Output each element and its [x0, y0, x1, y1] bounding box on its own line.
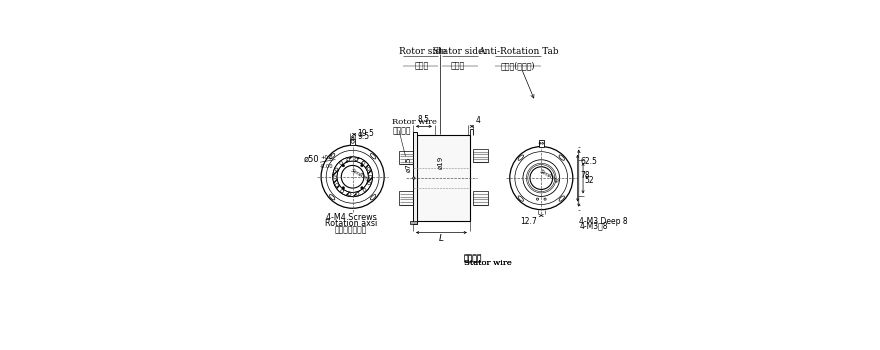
Text: -0.00: -0.00	[320, 164, 334, 169]
Text: Stator side: Stator side	[433, 47, 483, 56]
Text: 转子螺钉固定孔: 转子螺钉固定孔	[335, 225, 368, 234]
Bar	[350, 139, 356, 145]
Text: 止转片(可调节): 止转片(可调节)	[501, 61, 536, 70]
Circle shape	[340, 162, 342, 164]
Ellipse shape	[518, 196, 524, 201]
Text: +0.2: +0.2	[320, 155, 333, 160]
Bar	[410, 221, 417, 224]
Text: 62.5: 62.5	[581, 158, 598, 167]
Text: 转子出线: 转子出线	[392, 126, 411, 135]
Circle shape	[342, 164, 344, 167]
Circle shape	[361, 164, 363, 167]
Ellipse shape	[559, 196, 564, 201]
Text: Rotor side: Rotor side	[399, 47, 446, 56]
Circle shape	[362, 161, 365, 164]
Text: ø7.5: ø7.5	[405, 157, 411, 172]
Text: 8.5: 8.5	[418, 115, 430, 124]
Circle shape	[335, 184, 339, 187]
Text: Stator wire: Stator wire	[464, 259, 511, 267]
Circle shape	[355, 158, 358, 161]
Circle shape	[361, 187, 363, 189]
Circle shape	[347, 158, 350, 161]
Circle shape	[334, 176, 336, 179]
Ellipse shape	[329, 154, 334, 159]
Bar	[417, 135, 470, 221]
Circle shape	[369, 175, 372, 178]
Text: ø50: ø50	[304, 155, 319, 164]
Bar	[400, 151, 414, 164]
Bar	[473, 149, 488, 162]
Text: 78: 78	[581, 171, 590, 180]
Bar	[400, 191, 414, 205]
Bar	[539, 140, 544, 147]
Ellipse shape	[370, 195, 376, 200]
Ellipse shape	[518, 155, 524, 160]
Text: Rotor wire: Rotor wire	[392, 118, 437, 126]
Circle shape	[341, 190, 344, 193]
Text: 定子出线: 定子出线	[464, 254, 482, 263]
Text: 19.5: 19.5	[357, 129, 374, 138]
Circle shape	[356, 193, 359, 195]
Ellipse shape	[559, 155, 564, 160]
Ellipse shape	[370, 154, 376, 159]
Text: ø19: ø19	[438, 155, 444, 169]
Circle shape	[413, 177, 414, 179]
Text: SenRing: SenRing	[350, 168, 371, 183]
Circle shape	[368, 182, 370, 185]
Text: 4-M3 Deep 8: 4-M3 Deep 8	[579, 217, 628, 226]
Wedge shape	[333, 157, 372, 197]
Text: 9.5: 9.5	[357, 132, 370, 141]
Text: 4: 4	[476, 116, 480, 125]
Circle shape	[348, 193, 351, 196]
Circle shape	[363, 189, 366, 191]
Text: 转子边: 转子边	[415, 61, 429, 70]
Text: Rotation axsi: Rotation axsi	[326, 219, 378, 228]
Circle shape	[367, 167, 370, 170]
Ellipse shape	[329, 195, 334, 200]
Text: 定子出线: 定子出线	[464, 253, 482, 262]
Circle shape	[342, 187, 344, 189]
Text: SenRing: SenRing	[539, 169, 561, 184]
Text: 4-M4 Screws: 4-M4 Screws	[326, 213, 377, 222]
Text: 4-M3淸8: 4-M3淸8	[579, 222, 608, 231]
Text: 定子边: 定子边	[451, 61, 466, 70]
Text: 52: 52	[584, 176, 594, 185]
Bar	[473, 191, 488, 205]
Text: 12.7: 12.7	[520, 217, 537, 226]
Text: L: L	[439, 234, 444, 243]
Text: Stator wire: Stator wire	[464, 259, 511, 267]
Bar	[413, 132, 417, 224]
Circle shape	[335, 168, 338, 171]
Text: Anti-Rotation Tab: Anti-Rotation Tab	[478, 47, 559, 56]
